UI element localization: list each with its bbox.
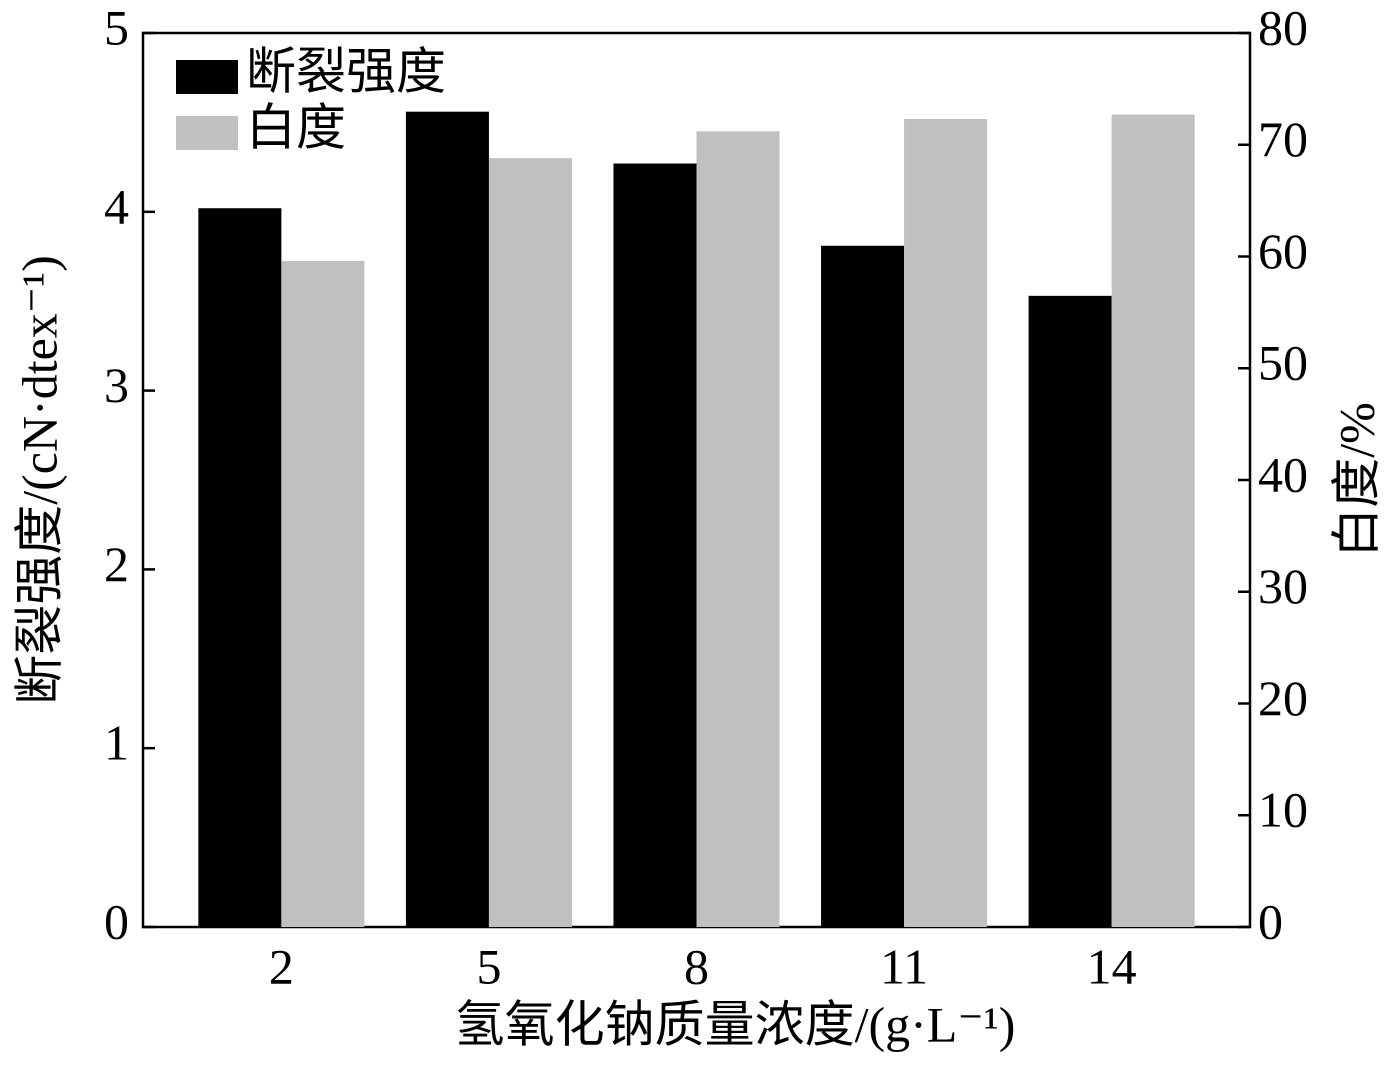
- x-tick-label: 14: [1087, 938, 1137, 994]
- bar: [488, 158, 572, 927]
- legend-label: 断裂强度: [246, 43, 446, 99]
- y2-tick-label: 80: [1258, 0, 1308, 55]
- bar: [821, 245, 905, 928]
- y2-tick-label: 40: [1258, 446, 1308, 502]
- legend-swatch: [176, 116, 238, 150]
- y-tick-label: 3: [104, 357, 129, 413]
- y-tick-label: 2: [104, 536, 129, 592]
- bar: [904, 119, 988, 928]
- y2-tick-label: 60: [1258, 223, 1308, 279]
- legend-swatch: [176, 60, 238, 94]
- bar: [613, 163, 697, 928]
- x-tick-label: 11: [880, 938, 928, 994]
- bar: [281, 260, 365, 928]
- y2-tick-label: 10: [1258, 782, 1308, 838]
- y2-tick-label: 50: [1258, 335, 1308, 391]
- y2-tick-label: 0: [1258, 893, 1283, 949]
- bar: [696, 131, 780, 928]
- y-axis-title: 断裂强度/(cN·dtex⁻¹): [11, 255, 67, 705]
- y-tick-label: 0: [104, 893, 129, 949]
- y2-tick-label: 70: [1258, 111, 1308, 167]
- y2-axis-title: 白度/%: [1328, 402, 1384, 558]
- y-tick-label: 4: [104, 178, 129, 234]
- x-tick-label: 8: [684, 938, 709, 994]
- bar: [1111, 114, 1195, 927]
- x-tick-label: 5: [476, 938, 501, 994]
- y-tick-label: 5: [104, 0, 129, 55]
- y-tick-label: 1: [104, 715, 129, 771]
- x-axis-title: 氢氧化钠质量浓度/(g·L⁻¹): [455, 996, 1016, 1052]
- legend-label: 白度: [246, 99, 346, 155]
- bar: [1028, 295, 1112, 927]
- y2-tick-label: 30: [1258, 558, 1308, 614]
- y2-tick-label: 20: [1258, 670, 1308, 726]
- x-tick-label: 2: [269, 938, 294, 994]
- bar: [198, 208, 282, 927]
- bar: [405, 111, 489, 927]
